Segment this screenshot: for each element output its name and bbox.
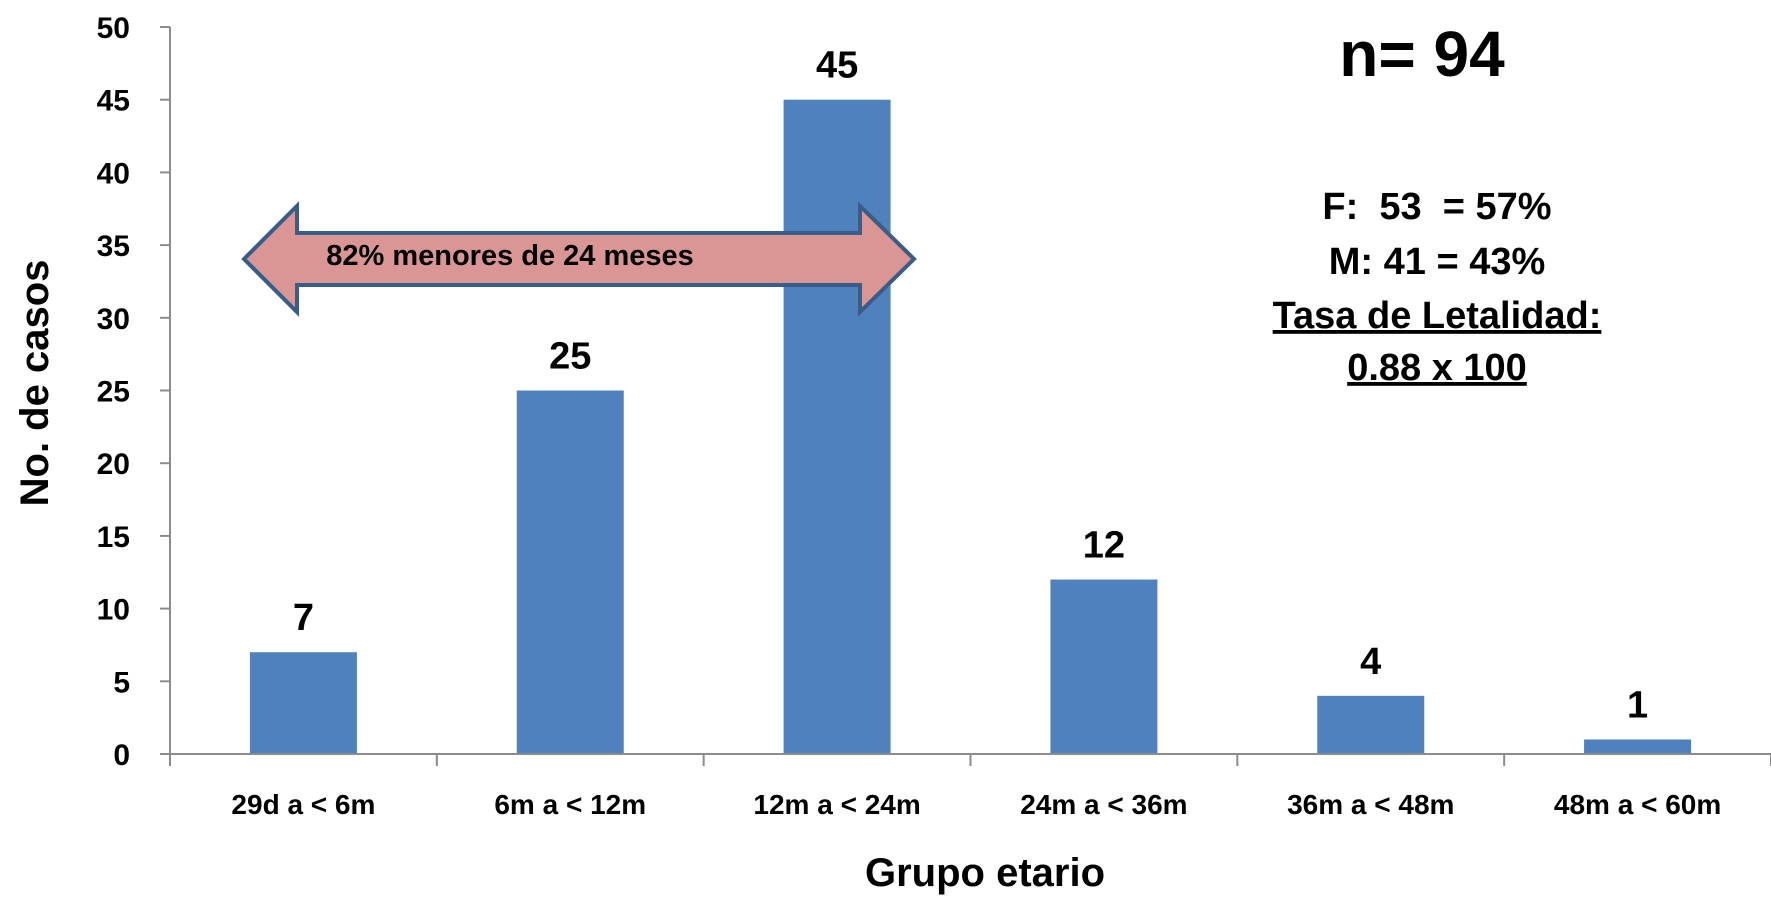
bar-value-label: 7 (293, 597, 314, 639)
bar (783, 99, 891, 754)
x-tick-label: 12m a < 24m (753, 789, 920, 820)
data-labels: 7 25 45 12 4 1 (293, 45, 1648, 727)
bar (1050, 579, 1158, 754)
male-stat: M: 41 = 43% (1329, 241, 1546, 283)
bar (1584, 739, 1692, 754)
x-tick-label: 48m a < 60m (1554, 789, 1721, 820)
bar-value-label: 4 (1360, 641, 1381, 683)
bar (1317, 695, 1425, 754)
y-tick-label: 40 (97, 157, 130, 190)
y-tick-label: 15 (97, 521, 130, 554)
double-arrow-shape (241, 201, 917, 317)
y-tick-label: 10 (97, 594, 130, 627)
x-ticks: 29d a < 6m 6m a < 12m 12m a < 24m 24m a < 3… (169, 754, 1771, 820)
arrow-annotation-text: 82% menores de 24 meses (326, 240, 694, 272)
lethality-value: 0.88 x 100 (1347, 347, 1527, 389)
y-tick-label: 20 (97, 448, 130, 481)
female-stat: F: 53 = 57% (1322, 186, 1551, 228)
sample-size-label: n= 94 (1339, 18, 1505, 90)
x-tick-label: 24m a < 36m (1020, 789, 1187, 820)
bar-value-label: 25 (549, 336, 591, 378)
y-tick-label: 50 (97, 12, 130, 45)
bar-value-label: 45 (816, 45, 858, 87)
x-tick-label: 36m a < 48m (1287, 789, 1454, 820)
axes-layer (169, 27, 1771, 755)
x-tick-label: 6m a < 12m (494, 789, 646, 820)
y-tick-label: 0 (113, 739, 130, 772)
y-ticks: 0 5 10 15 20 25 30 35 40 45 50 (97, 12, 170, 772)
x-tick-label: 29d a < 6m (231, 789, 375, 820)
lethality-label: Tasa de Letalidad: (1273, 295, 1602, 337)
y-axis-title: No. de casos (13, 260, 57, 507)
bar-value-label: 12 (1083, 525, 1125, 567)
y-tick-label: 25 (97, 376, 130, 409)
y-tick-label: 35 (97, 230, 130, 263)
bars-layer (249, 99, 1692, 754)
bar (249, 652, 357, 754)
y-tick-label: 45 (97, 85, 130, 118)
double-arrow-annotation: 82% menores de 24 meses (241, 201, 917, 317)
bar-value-label: 1 (1627, 684, 1648, 726)
x-axis-title: Grupo etario (865, 851, 1105, 895)
y-tick-label: 5 (113, 666, 130, 699)
y-tick-label: 30 (97, 303, 130, 336)
bar (516, 390, 624, 754)
